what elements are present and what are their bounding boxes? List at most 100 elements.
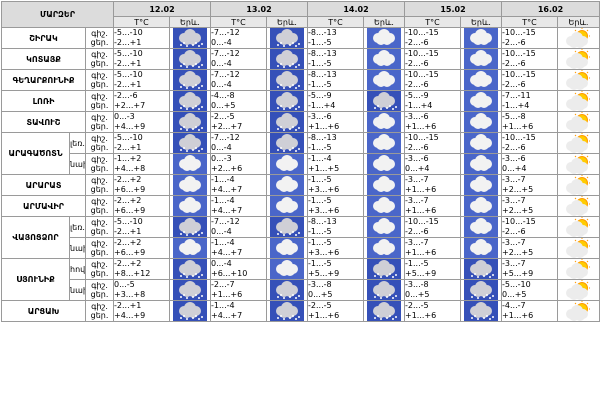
weather-cell: [169, 258, 211, 280]
night-temperature: -3...-7: [502, 175, 526, 185]
weather-cell: [363, 27, 405, 49]
table-row: ՍՅՈՒՆԻՔհով.գիշ.ցեր.-2...+2+8...+120...-4…: [1, 258, 600, 301]
day-temperature: +4...+7: [211, 206, 243, 215]
day-temperature: +2...+5: [502, 206, 534, 215]
weather-cell: [266, 300, 308, 322]
weather-cell: [557, 27, 600, 49]
weather-cell: [460, 300, 502, 322]
region-name: ԱՐՄԱՎԻՐ: [1, 195, 86, 217]
night-temperature: -7...-12: [211, 28, 240, 38]
day-temperature: -2...-6: [405, 80, 429, 89]
subregion-label: նախ.: [69, 279, 86, 301]
temperature-cell: -3...-6 +1...+6: [404, 111, 461, 133]
snow-cloud-icon: [173, 259, 207, 279]
weather-cell: [266, 111, 308, 133]
temperature-cell: -4...-7 +1...+6: [501, 300, 558, 322]
day-temperature: +4...+9: [114, 122, 146, 131]
night-temperature: -3...-6: [405, 112, 429, 122]
day-temperature: -1...-5: [308, 80, 332, 89]
weather-cell: [363, 69, 405, 91]
temperature-cell: -10...-15 -2...-6: [404, 27, 461, 49]
day-temperature: +5...+9: [502, 269, 534, 278]
snow-cloud-icon: [367, 259, 401, 279]
region-name: ՏԱՎՈՒՇ: [1, 111, 86, 133]
sun-cloud-icon: [565, 175, 590, 195]
temperature-cell: -3...-8 0...+5: [404, 279, 461, 301]
temperature-cell: 0...-3 +2...+6: [210, 153, 267, 175]
night-label: գիշ.: [91, 302, 108, 311]
cloud-icon: [367, 238, 401, 258]
temperature-cell: -2...+1 +4...+9: [113, 300, 170, 322]
region-name: ՇԻՐԱԿ: [1, 27, 86, 49]
table-row: ԼՈՌԻ գիշ. ցեր. -2...-6 +2...+7 -4...-8 0...+5-…: [1, 90, 600, 112]
temperature-cell: -3...-6 +1...+6: [307, 111, 364, 133]
region-name: ԱՐԱԳԱԾՈՏՆ: [1, 132, 70, 175]
temperature-cell: -3...-7 +1...+6: [404, 195, 461, 217]
day-part-labels: գիշ. ցեր.: [85, 300, 114, 322]
day-temperature: +1...+6: [405, 311, 437, 320]
day-temperature: +2...+5: [502, 248, 534, 257]
day-temperature: -2...-6: [502, 59, 526, 68]
snow-cloud-icon: [464, 301, 498, 321]
cloud-icon: [464, 133, 498, 153]
day-temperature: -2...-6: [502, 143, 526, 152]
temperature-cell: -7...-12 0...-4: [210, 69, 267, 91]
temperature-cell: -1...-5 +3...+6: [307, 237, 364, 259]
weather-cell: [169, 216, 211, 238]
temperature-cell: -7...-12 0...-4: [210, 132, 267, 154]
snow-cloud-icon: [270, 49, 304, 69]
night-temperature: -4...-8: [211, 91, 235, 101]
weather-cell: [266, 279, 308, 301]
night-temperature: -1...-4: [211, 196, 235, 206]
subregion-label: լեռ.: [69, 132, 86, 154]
weather-cell: [169, 111, 211, 133]
night-label: գիշ.: [91, 218, 108, 227]
temperature-cell: -5...-10 -2...+1: [113, 132, 170, 154]
temperature-cell: 0...-4 +6...+10: [210, 258, 267, 280]
day-temperature: +1...+6: [405, 122, 437, 131]
temperature-cell: -3...-6 0...+4: [501, 153, 558, 175]
region-name: ԱՐՑԱԽ: [1, 300, 86, 322]
snow-cloud-icon: [464, 280, 498, 300]
night-temperature: -10...-15: [502, 28, 536, 38]
night-temperature: -7...-12: [211, 217, 240, 227]
region-name: ՎԱՅՈՑՁՈՐ: [1, 216, 70, 259]
day-part-labels: գիշ. ցեր.: [85, 216, 114, 238]
weather-cell: [266, 153, 308, 175]
temperature-cell: -2...-5 +1...+6: [307, 300, 364, 322]
day-temperature: +3...+6: [308, 206, 340, 215]
table-row: ՏԱՎՈՒՇ գիշ. ցեր. 0...-3 +4...+9 -2...-5 +2...+…: [1, 111, 600, 133]
night-temperature: -1...-4: [211, 301, 235, 311]
weather-cell: [169, 69, 211, 91]
day-temperature: +3...+6: [308, 248, 340, 257]
region-name: ԳԵՂԱՐՔՈՒՆԻՔ: [1, 69, 86, 91]
snow-cloud-icon: [173, 49, 207, 69]
day-temperature: 0...-4: [211, 80, 232, 89]
temperature-cell: -10...-15 -2...-6: [404, 48, 461, 70]
snow-cloud-icon: [173, 28, 207, 48]
night-temperature: -2...-7: [211, 280, 235, 290]
snow-cloud-icon: [173, 301, 207, 321]
day-temperature: -2...+1: [114, 143, 142, 152]
night-label: գիշ.: [91, 239, 108, 248]
night-temperature: -10...-15: [405, 217, 439, 227]
table-row: ԱՐՑԱԽ գիշ. ցեր. -2...+1 +4...+9 -1...-4 +4...+…: [1, 300, 600, 322]
night-temperature: -3...-6: [405, 154, 429, 164]
night-temperature: 0...-5: [114, 280, 135, 290]
weather-column-header: Երև.: [363, 16, 405, 28]
snow-cloud-icon: [173, 112, 207, 132]
weather-cell: [169, 48, 211, 70]
day-part-labels: գիշ. ցեր.: [85, 258, 114, 280]
night-temperature: -3...-7: [502, 238, 526, 248]
date-header: 15.02: [404, 1, 502, 17]
temperature-cell: 0...-3 +4...+9: [113, 111, 170, 133]
day-temperature: -1...-5: [308, 227, 332, 236]
sun-cloud-icon: [565, 217, 590, 237]
snow-cloud-icon: [270, 301, 304, 321]
weather-cell: [169, 90, 211, 112]
cloud-icon: [270, 196, 304, 216]
night-temperature: -5...-10: [502, 280, 531, 290]
temperature-column-header: T°C: [307, 16, 364, 28]
forecast-table: ՄԱՐԶԵՐ 12.02 13.02 14.02 15.02 16.02 T°C…: [1, 1, 600, 322]
day-temperature: -2...-6: [502, 38, 526, 47]
